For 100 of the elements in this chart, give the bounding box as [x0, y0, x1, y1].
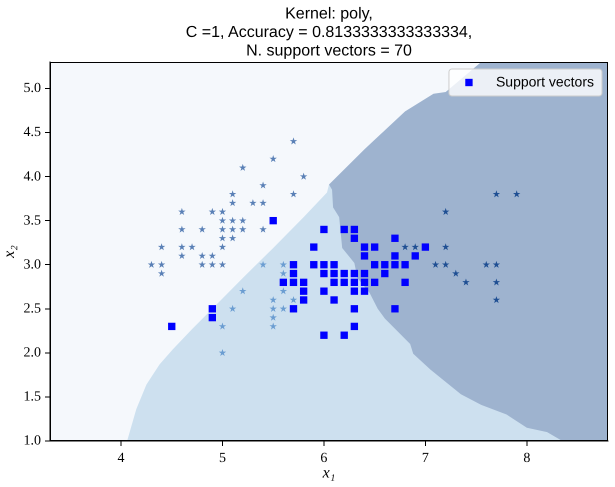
point [320, 270, 328, 278]
point [269, 314, 277, 321]
point [370, 261, 378, 268]
point [330, 278, 338, 286]
point [320, 332, 328, 339]
point [300, 278, 308, 286]
point [158, 243, 166, 250]
point [360, 243, 368, 251]
legend-label: Support vectors [496, 73, 594, 90]
x-tick-label: 4 [118, 451, 125, 466]
point [228, 199, 236, 206]
point [492, 296, 500, 304]
point [340, 332, 348, 339]
point [310, 243, 318, 251]
point [280, 260, 288, 268]
point [178, 252, 186, 260]
y-axis-title: x₂ [0, 244, 18, 259]
point [228, 216, 236, 224]
point [442, 243, 450, 250]
point [350, 305, 358, 312]
point [370, 243, 378, 251]
point [412, 252, 419, 260]
point [370, 278, 378, 286]
point [208, 305, 216, 312]
point [442, 208, 450, 215]
point [198, 252, 206, 260]
point [208, 260, 216, 268]
point [320, 287, 328, 295]
y-tick-label: 4.5 [24, 125, 41, 140]
point [290, 305, 298, 312]
point [259, 199, 267, 206]
x-tick-label: 5 [218, 451, 226, 466]
point [218, 216, 226, 224]
point [350, 234, 358, 242]
point [350, 278, 358, 286]
point [269, 296, 277, 304]
point [148, 260, 156, 268]
y-tick-label: 5.0 [24, 81, 41, 96]
point [350, 322, 358, 330]
point [198, 260, 206, 268]
point [330, 296, 338, 304]
point [350, 226, 358, 234]
point [340, 270, 348, 278]
y-tick-label: 1.0 [24, 434, 41, 449]
point [391, 252, 399, 260]
point [249, 199, 257, 206]
point [228, 190, 236, 198]
point [401, 278, 409, 286]
point [340, 226, 348, 234]
point [492, 278, 500, 286]
y-tick-label: 1.5 [24, 390, 41, 405]
point [401, 243, 409, 250]
point [270, 216, 277, 224]
y-tick-label: 2.0 [24, 346, 41, 361]
x-axis-title: x₁ [322, 464, 336, 482]
point [360, 278, 368, 286]
point [259, 181, 267, 189]
point [300, 296, 308, 304]
point [300, 172, 308, 180]
point [350, 287, 358, 295]
point [259, 260, 267, 268]
point [412, 243, 419, 250]
point [218, 322, 226, 330]
point [198, 226, 206, 233]
point [360, 270, 368, 278]
point [218, 348, 226, 356]
x-tick-label: 8 [523, 451, 530, 466]
point [269, 155, 277, 162]
point [482, 260, 490, 268]
y-tick-label: 3.0 [24, 257, 41, 272]
point [269, 322, 277, 330]
point [360, 252, 368, 260]
point [391, 261, 399, 268]
point [218, 234, 226, 242]
point [168, 322, 176, 330]
point [422, 243, 430, 251]
point [330, 270, 338, 278]
point [350, 270, 358, 278]
point [360, 287, 368, 295]
point [228, 234, 236, 242]
point [158, 260, 166, 268]
point [218, 243, 226, 250]
point [290, 278, 298, 286]
point [208, 252, 216, 260]
point [208, 208, 216, 215]
point [452, 270, 460, 277]
point [178, 226, 186, 233]
y-tick-label: 3.5 [24, 213, 41, 228]
point [381, 261, 388, 268]
x-tick-label: 7 [422, 451, 429, 466]
point [228, 304, 236, 312]
point [401, 261, 409, 268]
point [218, 208, 226, 215]
point [381, 270, 388, 278]
point [178, 208, 186, 215]
point [330, 261, 338, 268]
point [280, 287, 288, 294]
point [320, 226, 328, 234]
point [208, 314, 216, 322]
point [178, 243, 186, 250]
